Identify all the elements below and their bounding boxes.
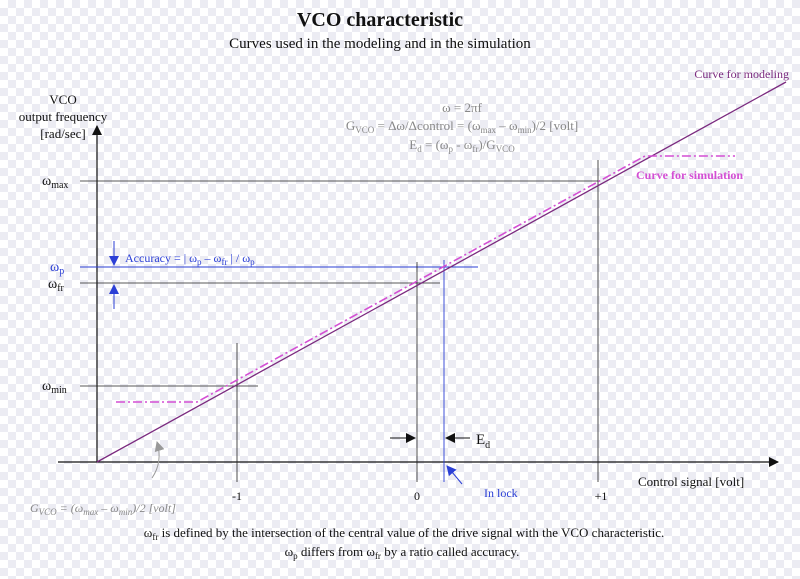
x-tick-minus1: -1	[232, 489, 242, 503]
curve-simulation	[116, 155, 735, 403]
in-lock-arrow	[446, 465, 463, 485]
curve-modeling	[96, 81, 787, 463]
y-axis-label-line1: VCO	[49, 92, 76, 107]
footnote-line1: ωfr is defined by the intersection of th…	[144, 525, 664, 542]
omega-formula: ω = 2πf	[442, 100, 482, 115]
w-min-label: ωmin	[42, 379, 67, 396]
ed-marker-label: Ed	[476, 432, 490, 451]
in-lock-label: In lock	[484, 486, 518, 500]
x-tick-zero: 0	[414, 489, 420, 503]
ed-formula: Ed = (ωp - ωfr)/GVCO	[409, 137, 515, 154]
accuracy-formula: Accuracy = | ωp – ωfr | / ωp	[125, 251, 255, 267]
y-axis-label-line3: [rad/sec]	[40, 126, 85, 141]
gvco-slope-formula: GVCO = (ωmax – ωmin)/2 [volt]	[30, 501, 176, 517]
slope-arc	[151, 441, 165, 479]
y-axis-label-line2: output frequency	[19, 109, 108, 124]
x-axis-label: Control signal [volt]	[638, 474, 744, 489]
w-max-label: ωmax	[42, 174, 68, 191]
gvco-formula: GVCO = Δω/Δcontrol = (ωmax – ωmin)/2 [vo…	[346, 118, 578, 135]
w-fr-label: ωfr	[48, 277, 65, 294]
curve-simulation-label: Curve for simulation	[636, 168, 743, 182]
diagram-subtitle: Curves used in the modeling and in the s…	[229, 36, 531, 52]
w-p-label: ωp	[50, 260, 64, 277]
x-tick-plus1: +1	[595, 489, 608, 503]
footnote-line2: ωp differs from ωfr by a ratio called ac…	[285, 544, 520, 561]
diagram-title: VCO characteristic	[297, 9, 463, 31]
curve-modeling-label: Curve for modeling	[694, 67, 789, 81]
